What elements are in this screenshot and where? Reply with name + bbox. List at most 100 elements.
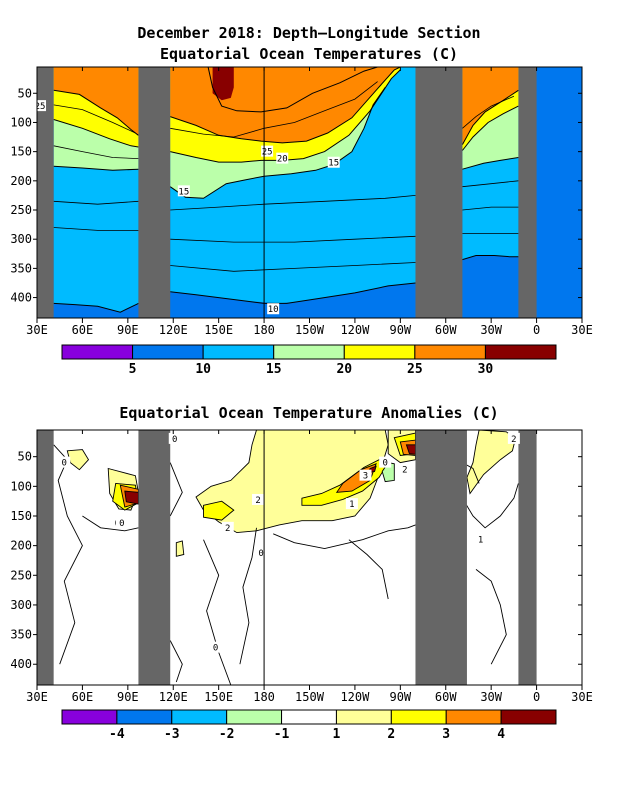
colorbar-label: 30 [478, 362, 494, 377]
contour-label-bg [221, 521, 234, 533]
x-tick-label: 60E [72, 690, 94, 704]
isotherm-line [462, 206, 519, 211]
contour-label: 15 [328, 159, 339, 169]
colorbar-swatch [390, 709, 447, 725]
anomaly-region [124, 490, 139, 505]
x-tick-label: 30E [571, 690, 593, 704]
y-tick-label: 150 [10, 509, 32, 523]
colorbar-swatch [171, 709, 228, 725]
isotherm-line [462, 95, 515, 129]
x-tick-label: 90W [389, 690, 411, 704]
isotherm-line [53, 200, 139, 205]
contour-label: 0 [258, 549, 263, 559]
contour-label: 1 [349, 500, 354, 510]
y-tick-label: 250 [10, 568, 32, 582]
x-tick-label: 150E [204, 323, 233, 337]
x-tick-label: 180 [253, 690, 275, 704]
isotherm-line [170, 67, 378, 113]
x-tick-label: 120W [340, 690, 370, 704]
warm-pool [212, 67, 234, 101]
colorbar-label: 15 [266, 362, 282, 377]
colorbar-label: 5 [129, 362, 137, 377]
isotherm-line [53, 104, 136, 134]
x-tick-label: 120W [340, 323, 370, 337]
colorbar-label: -4 [109, 727, 125, 742]
contour-label: 20 [277, 155, 288, 165]
contour-label-bg [261, 145, 274, 157]
isotherm-line [170, 262, 416, 272]
x-tick-label: 120E [159, 323, 188, 337]
colorbar-label: 3 [442, 727, 450, 742]
y-tick-label: 150 [10, 145, 32, 159]
colorbar-swatch [484, 344, 557, 360]
temperature-chart: 25 15 25 20 15 10 30E 60E 90E 120E 150E 180 150W 120W… [10, 24, 593, 377]
contour-label: 3 [363, 472, 368, 482]
colorbar-label: 2 [387, 727, 395, 742]
x-tick-label: 0 [533, 690, 540, 704]
isotherm-line [53, 145, 139, 159]
x-tick-label: 30E [26, 323, 48, 337]
x-tick-label: 150W [295, 323, 325, 337]
x-tick-label: 150W [295, 690, 325, 704]
contour-label-bg [327, 156, 340, 168]
y-tick-label: 300 [10, 598, 32, 612]
x-tick-label: 60W [435, 690, 457, 704]
isotherm-line [169, 87, 386, 199]
x-tick-label: 150E [204, 690, 233, 704]
contour-label: 2 [402, 466, 407, 476]
colorbar-label: -1 [274, 727, 290, 742]
colorbar-swatch [281, 709, 337, 725]
contour-label: 1 [478, 536, 483, 546]
contour-label-bg [359, 469, 372, 481]
anomaly-contour [169, 640, 183, 683]
colorbar-label: 10 [195, 362, 211, 377]
land-mask [138, 430, 171, 685]
land-mask [37, 430, 54, 685]
temp-band [53, 67, 139, 136]
colorbar-swatch [273, 344, 345, 360]
contour-label: 15 [178, 187, 189, 197]
isotherm-line [53, 227, 139, 231]
x-tick-label: 0 [533, 323, 540, 337]
colorbar-swatch [116, 709, 173, 725]
contour-label-bg [58, 456, 71, 468]
contour-label-bg [267, 303, 280, 315]
colorbar-swatch [226, 709, 283, 725]
x-tick-label: 30E [571, 323, 593, 337]
chart-title: Equatorial Ocean Temperature Anomalies (… [119, 404, 498, 422]
land-mask [37, 67, 54, 318]
isotherm-line [170, 81, 378, 138]
x-tick-label: 30E [26, 690, 48, 704]
land-mask [138, 67, 171, 318]
colorbar-swatch [132, 344, 204, 360]
colorbar-swatch [335, 709, 392, 725]
contour-label-bg [398, 463, 411, 475]
contour-label-bg [255, 546, 268, 558]
y-tick-label: 200 [10, 174, 32, 188]
isotherm-line [462, 105, 519, 151]
y-tick-label: 50 [18, 86, 32, 100]
isotherm-line [170, 69, 401, 163]
anomaly-region [175, 540, 185, 557]
isotherm-line [170, 195, 416, 211]
x-tick-label: 90E [117, 323, 139, 337]
y-tick-label: 350 [10, 628, 32, 642]
colorbar-label: 1 [333, 727, 341, 742]
x-tick-label: 60E [72, 323, 94, 337]
x-tick-label: 90W [389, 323, 411, 337]
colorbar-swatch [414, 344, 486, 360]
land-mask [518, 430, 537, 685]
contour-label-bg [379, 456, 392, 468]
anomaly-region [203, 500, 235, 521]
contour-label-bg [474, 533, 487, 545]
colorbar-swatch [445, 709, 502, 725]
colorbar-swatch [500, 709, 557, 725]
contour-label: 0 [62, 459, 67, 469]
y-tick-label: 200 [10, 539, 32, 553]
contour-label-bg [276, 152, 289, 164]
colorbar-label: -3 [164, 727, 180, 742]
isotherm-line [462, 157, 519, 170]
contour-label: 2 [511, 435, 516, 445]
cold-layer [462, 256, 519, 318]
